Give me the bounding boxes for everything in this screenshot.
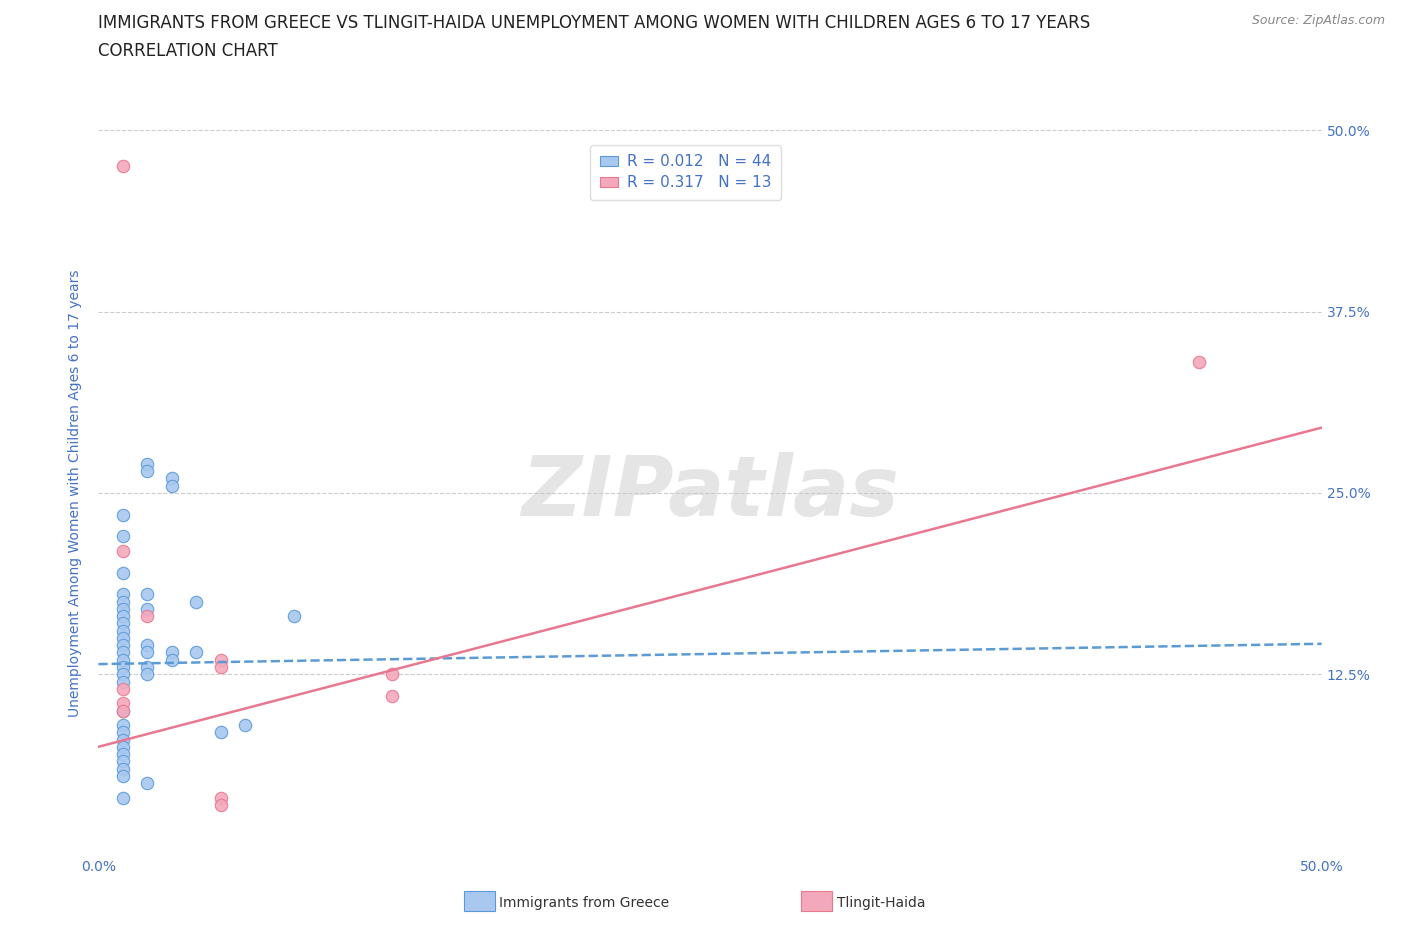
Point xyxy=(186,645,208,660)
Point xyxy=(111,724,134,739)
Point xyxy=(111,790,134,805)
Point xyxy=(209,724,232,739)
Text: Source: ZipAtlas.com: Source: ZipAtlas.com xyxy=(1251,14,1385,27)
Text: CORRELATION CHART: CORRELATION CHART xyxy=(98,42,278,60)
Text: ZIPatlas: ZIPatlas xyxy=(522,452,898,534)
Point xyxy=(111,616,134,631)
Point xyxy=(209,652,232,667)
Point xyxy=(136,638,159,653)
Point xyxy=(136,776,159,790)
Point xyxy=(111,754,134,769)
Point xyxy=(160,478,183,493)
Point xyxy=(111,652,134,667)
Point xyxy=(111,507,134,522)
Point xyxy=(136,667,159,682)
Text: IMMIGRANTS FROM GREECE VS TLINGIT-HAIDA UNEMPLOYMENT AMONG WOMEN WITH CHILDREN A: IMMIGRANTS FROM GREECE VS TLINGIT-HAIDA … xyxy=(98,14,1091,32)
Text: Tlingit-Haida: Tlingit-Haida xyxy=(837,896,925,910)
Y-axis label: Unemployment Among Women with Children Ages 6 to 17 years: Unemployment Among Women with Children A… xyxy=(69,269,83,717)
Point xyxy=(111,703,134,718)
Point xyxy=(111,602,134,617)
Point xyxy=(111,529,134,544)
Point xyxy=(160,652,183,667)
Point xyxy=(111,631,134,645)
Point xyxy=(111,761,134,776)
Point xyxy=(111,645,134,660)
Point xyxy=(136,602,159,617)
Point xyxy=(111,623,134,638)
Point xyxy=(111,667,134,682)
Point xyxy=(111,696,134,711)
Point xyxy=(233,718,256,733)
Point xyxy=(136,464,159,479)
Point xyxy=(111,543,134,558)
Point xyxy=(111,565,134,580)
Point xyxy=(381,667,404,682)
Point xyxy=(136,609,159,624)
Point xyxy=(111,159,134,174)
Point xyxy=(1188,355,1211,370)
Legend: R = 0.012   N = 44, R = 0.317   N = 13: R = 0.012 N = 44, R = 0.317 N = 13 xyxy=(591,145,780,200)
Point xyxy=(209,790,232,805)
Point xyxy=(283,609,305,624)
Point xyxy=(111,718,134,733)
Point xyxy=(111,638,134,653)
Point xyxy=(209,797,232,812)
Point xyxy=(111,594,134,609)
Point xyxy=(111,682,134,697)
Point xyxy=(209,659,232,674)
Point xyxy=(136,587,159,602)
Point xyxy=(160,645,183,660)
Point xyxy=(381,688,404,703)
Point xyxy=(111,768,134,783)
Point xyxy=(136,457,159,472)
Text: Immigrants from Greece: Immigrants from Greece xyxy=(499,896,669,910)
Point xyxy=(186,594,208,609)
Point xyxy=(111,703,134,718)
Point xyxy=(111,732,134,747)
Point xyxy=(136,645,159,660)
Point xyxy=(111,747,134,762)
Point xyxy=(111,739,134,754)
Point xyxy=(111,659,134,674)
Point xyxy=(136,659,159,674)
Point xyxy=(160,471,183,485)
Point xyxy=(111,674,134,689)
Point xyxy=(111,609,134,624)
Point xyxy=(111,587,134,602)
